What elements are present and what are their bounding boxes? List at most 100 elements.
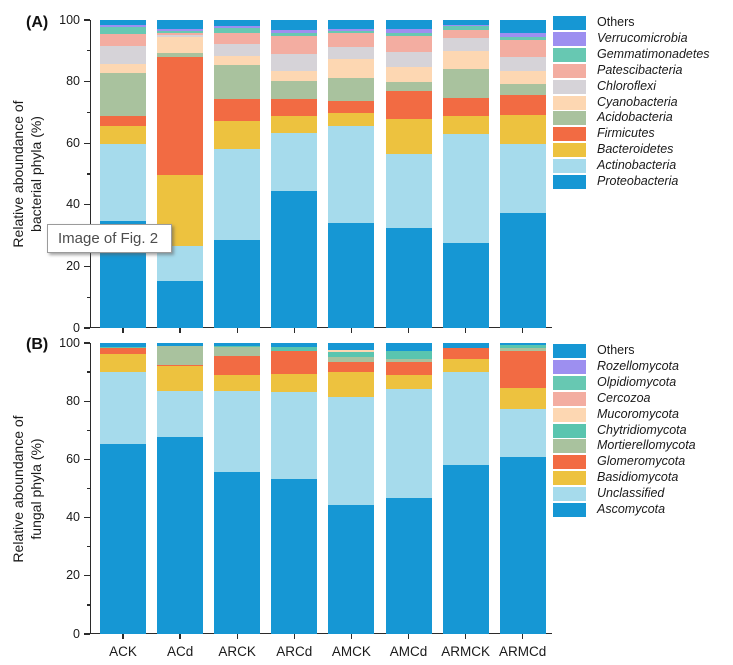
bar-segment-amcd-cyanobacteria (385, 66, 432, 82)
bar-segment-arck-acidobacteria (214, 65, 261, 99)
x-axis-tick (122, 634, 124, 639)
bar-segment-arcd-basidiomycota (271, 374, 318, 393)
bar-segment-acd-gemmatimonadetes (157, 30, 204, 33)
bar-segment-armck-bacteroidetes (442, 116, 489, 135)
bar-segment-arck-mortierellomycota (214, 347, 261, 356)
legend-label-olpidiomycota: Olpidiomycota (597, 374, 677, 389)
bar-segment-amck-firmicutes (328, 101, 375, 113)
y-axis-tick-label: 20 (66, 568, 80, 583)
bar-segment-armck-patescibacteria (442, 30, 489, 39)
bar-segment-acd-firmicutes (157, 56, 204, 175)
legend-label-cyanobacteria: Cyanobacteria (597, 94, 678, 109)
bar-segment-ack-acidobacteria (100, 72, 146, 117)
bar-segment-armck-gemmatimonadetes (442, 26, 489, 31)
bar-segment-armck-proteobacteria (442, 242, 489, 328)
bar-segment-armck-others (442, 20, 489, 25)
bar-segment-arck-proteobacteria (214, 239, 261, 328)
legend-label-patescibacteria: Patescibacteria (597, 62, 683, 77)
bar-segment-amcd-chytridiomycota (385, 350, 432, 359)
legend-swatch-gemmatimonadetes (553, 47, 586, 62)
bar-segment-arcd-unclassified (271, 392, 318, 479)
bar-segment-ack-ascomycota (100, 443, 146, 634)
x-axis-tick (522, 328, 524, 333)
legend-label-unclassified: Unclassified (597, 486, 665, 501)
y-axis-major-tick (84, 575, 90, 577)
bar-segment-acd-basidiomycota (157, 366, 204, 392)
bar-segment-armcd-basidiomycota (499, 388, 546, 409)
bar-segment-ack-verrucomicrobia (100, 25, 146, 28)
x-axis-tick (236, 328, 238, 333)
y-axis-minor-tick (86, 546, 90, 548)
bar-segment-ack-others (100, 20, 146, 26)
x-axis-tick (522, 634, 524, 639)
x-axis-label-armck: ARMCK (441, 644, 490, 659)
x-axis-tick (122, 328, 124, 333)
y-axis-minor-tick (86, 487, 90, 490)
y-axis-minor-tick (86, 173, 90, 175)
bar-segment-arck-actinobacteria (214, 148, 261, 240)
bar-segment-ack-glomeromycota (100, 348, 146, 354)
y-axis-tick-label: 20 (66, 258, 80, 273)
bar-segment-arck-patescibacteria (214, 33, 261, 45)
y-axis-tick-label: 40 (66, 510, 80, 525)
y-axis-minor-tick (86, 604, 90, 606)
bar-segment-arcd-bacteroidetes (271, 116, 318, 133)
bar-segment-amcd-acidobacteria (385, 81, 432, 91)
x-axis-tick (236, 634, 238, 639)
y-axis-minor-tick (86, 429, 90, 431)
bar-segment-armcd-chloroflexi (499, 56, 546, 71)
bar-segment-arck-ascomycota (214, 472, 261, 634)
bar-segment-arcd-ascomycota (271, 478, 318, 634)
figure-tooltip: Image of Fig. 2 (47, 224, 172, 253)
bar-segment-amck-acidobacteria (328, 77, 375, 101)
x-axis-tick (464, 328, 467, 333)
bar-segment-amcd-unclassified (385, 388, 432, 499)
bar-segment-ack-basidiomycota (100, 353, 146, 373)
legend-swatch-firmicutes (553, 127, 586, 142)
bar-segment-arck-bacteroidetes (214, 120, 261, 149)
legend-swatch-ascomycota (553, 503, 586, 517)
bar-segment-amcd-ascomycota (385, 498, 432, 634)
bar-segment-arcd-actinobacteria (271, 132, 318, 192)
bar-segment-armcd-actinobacteria (499, 144, 546, 213)
bar-segment-armck-actinobacteria (442, 134, 489, 243)
bar-segment-armcd-mortierellomycota (499, 347, 546, 351)
legend-label-bacteroidetes: Bacteroidetes (597, 142, 674, 157)
legend-label-acidobacteria: Acidobacteria (597, 110, 673, 125)
bar-segment-arcd-cyanobacteria (271, 71, 318, 81)
bar-segment-armck-unclassified (442, 372, 489, 465)
bar-segment-amcd-chloroflexi (385, 51, 432, 67)
bar-segment-amck-actinobacteria (328, 125, 375, 223)
bar-segment-armck-glomeromycota (442, 347, 489, 359)
bar-segment-acd-unclassified (157, 391, 204, 437)
y-axis-major-tick (84, 342, 90, 344)
bar-segment-arck-chytridiomycota (214, 346, 261, 348)
x-axis-tick (293, 634, 295, 639)
bar-segment-arck-chloroflexi (214, 44, 261, 57)
bar-segment-arck-others (214, 20, 261, 26)
legend-swatch-mortierellomycota (553, 439, 586, 454)
y-axis-tick-label: 0 (73, 320, 80, 335)
bar-segment-ack-cyanobacteria (100, 64, 146, 73)
bar-segment-amck-patescibacteria (328, 33, 375, 48)
legend-swatch-olpidiomycota (553, 375, 586, 390)
legend-swatch-bacteroidetes (553, 143, 586, 158)
legend-swatch-patescibacteria (553, 63, 586, 78)
bar-segment-armcd-cyanobacteria (499, 70, 546, 85)
bar-segment-amcd-others (385, 20, 432, 30)
y-axis-minor-tick (86, 296, 90, 298)
legend-swatch-others (553, 344, 586, 358)
bar-segment-amcd-actinobacteria (385, 154, 432, 228)
legend-label-ascomycota: Ascomycota (597, 502, 666, 516)
bar-segment-amcd-bacteroidetes (385, 119, 432, 155)
bar-segment-amck-gemmatimonadetes (328, 30, 375, 34)
x-axis-tick (407, 328, 410, 333)
y-axis-major-tick (84, 80, 90, 83)
bar-segment-amck-ascomycota (328, 505, 375, 634)
legend-swatch-rozellomycota (553, 359, 586, 374)
bar-segment-amcd-verrucomicrobia (385, 29, 432, 33)
bar-segment-amcd-firmicutes (385, 90, 432, 120)
bar-segment-armcd-gemmatimonadetes (499, 37, 546, 40)
bar-segment-amck-mucoromycota (328, 349, 375, 352)
